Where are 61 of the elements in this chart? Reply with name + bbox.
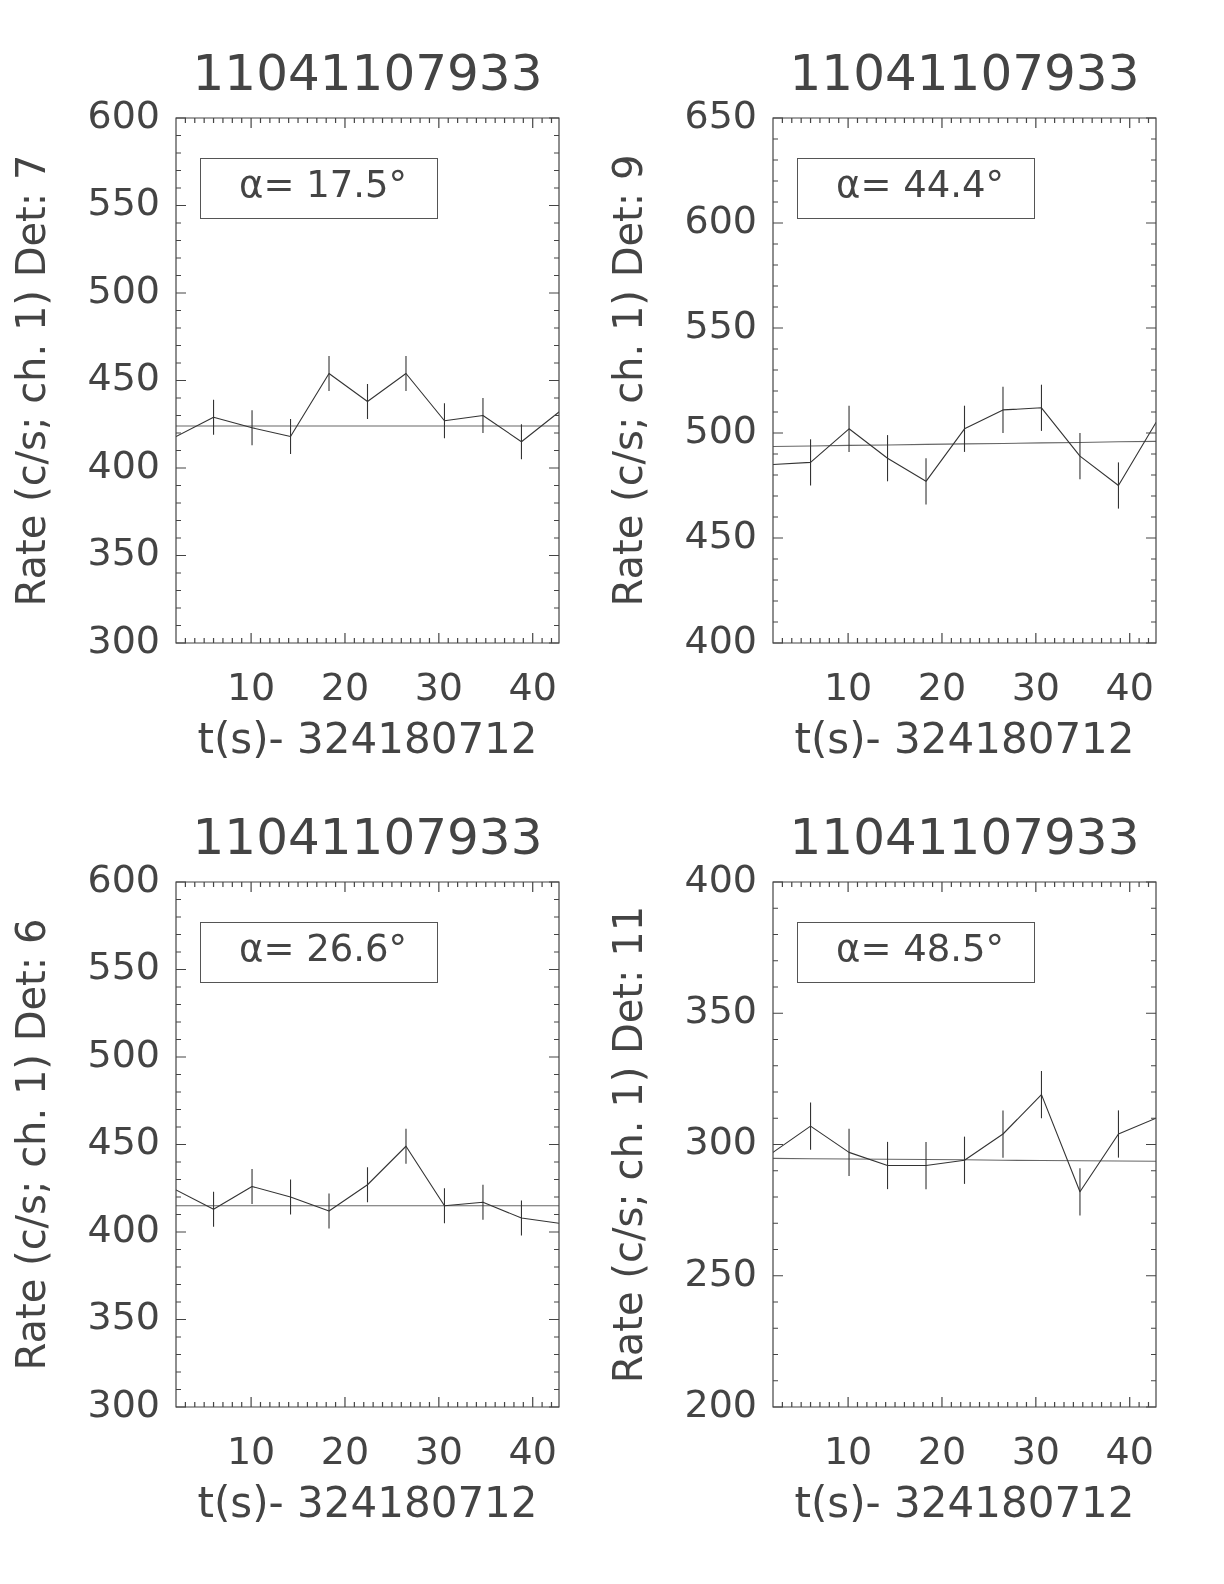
y-tick-label: 500 <box>87 1031 160 1076</box>
y-tick-label: 550 <box>87 180 160 225</box>
y-tick-label: 450 <box>87 355 160 400</box>
annotation: α= 26.6° <box>239 927 408 970</box>
x-tick-label: 10 <box>226 664 276 709</box>
y-tick-label: 200 <box>684 1381 757 1426</box>
y-tick-label: 400 <box>87 442 160 487</box>
x-tick-label: 20 <box>320 1428 370 1473</box>
label-frame: α= 44.4° <box>797 158 1036 219</box>
x-tick-label: 10 <box>226 1428 276 1473</box>
y-tick-label: 600 <box>684 197 757 242</box>
y-tick-label: 450 <box>87 1119 160 1164</box>
annotation: α= 17.5° <box>239 163 408 206</box>
x-tick-label: 30 <box>1011 1428 1061 1473</box>
chart-title: 11041107933 <box>789 807 1140 866</box>
y-tick-label: 500 <box>684 407 757 452</box>
chart-title: 11041107933 <box>192 43 543 102</box>
y-tick-label: 450 <box>684 512 757 557</box>
y-tick-label: 400 <box>684 617 757 662</box>
x-tick-label: 30 <box>414 664 464 709</box>
y-axis-title: Rate (c/s; ch. 1) Det: 9 <box>605 154 652 607</box>
y-axis-title: Rate (c/s; ch. 1) Det: 6 <box>8 918 55 1371</box>
y-tick-label: 550 <box>87 944 160 989</box>
chart-title: 11041107933 <box>192 807 543 866</box>
y-tick-label: 600 <box>87 92 160 137</box>
y-tick-label: 400 <box>87 1206 160 1251</box>
x-tick-label: 40 <box>1105 1428 1154 1473</box>
y-tick-label: 600 <box>87 856 160 901</box>
x-axis-title: t(s)- 324180712 <box>794 713 1135 763</box>
x-tick-label: 20 <box>917 1428 967 1473</box>
y-tick-label: 500 <box>87 267 160 312</box>
y-tick-label: 650 <box>684 92 757 137</box>
x-tick-label: 30 <box>414 1428 464 1473</box>
annotation: α= 44.4° <box>836 163 1005 206</box>
x-tick-label: 20 <box>320 664 370 709</box>
y-axis-title: Rate (c/s; ch. 1) Det: 11 <box>605 905 652 1384</box>
x-tick-label: 40 <box>1105 664 1154 709</box>
y-tick-label: 400 <box>684 856 757 901</box>
annotation: α= 48.5° <box>836 927 1005 970</box>
y-tick-label: 350 <box>87 530 160 575</box>
y-tick-label: 350 <box>684 988 757 1033</box>
x-axis-title: t(s)- 324180712 <box>197 1477 538 1527</box>
y-tick-label: 350 <box>87 1294 160 1339</box>
y-tick-label: 300 <box>684 1119 757 1164</box>
x-axis-title: t(s)- 324180712 <box>794 1477 1135 1527</box>
x-tick-label: 30 <box>1011 664 1061 709</box>
y-tick-label: 250 <box>684 1250 757 1295</box>
y-tick-label: 300 <box>87 1381 160 1426</box>
x-axis-title: t(s)- 324180712 <box>197 713 538 763</box>
label-frame: α= 26.6° <box>200 922 439 983</box>
x-tick-label: 40 <box>508 1428 557 1473</box>
x-tick-label: 10 <box>823 664 873 709</box>
x-tick-label: 10 <box>823 1428 873 1473</box>
y-tick-label: 550 <box>684 302 757 347</box>
label-frame: α= 17.5° <box>200 158 439 219</box>
x-tick-label: 20 <box>917 664 967 709</box>
label-frame: α= 48.5° <box>797 922 1036 983</box>
chart-title: 11041107933 <box>789 43 1140 102</box>
y-tick-label: 300 <box>87 617 160 662</box>
x-tick-label: 40 <box>508 664 557 709</box>
y-axis-title: Rate (c/s; ch. 1) Det: 7 <box>8 154 55 607</box>
